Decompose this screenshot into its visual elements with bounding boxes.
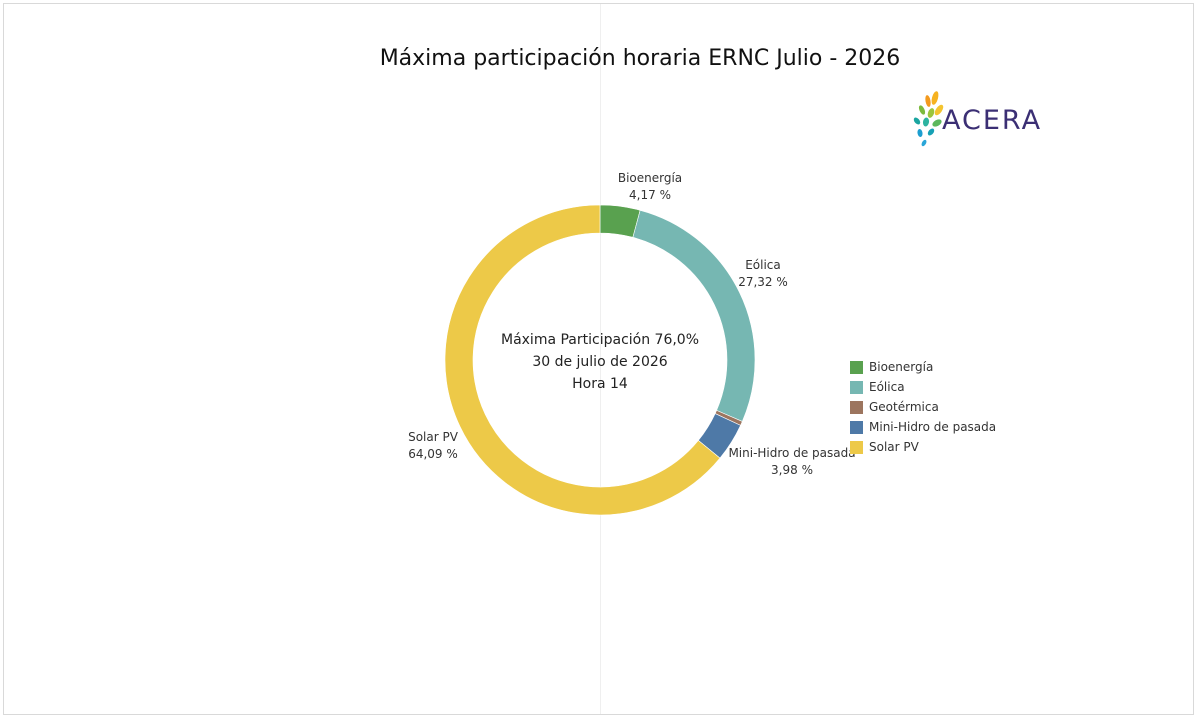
center-line-3: Hora 14 [572, 376, 628, 392]
legend-item-solar-pv[interactable]: Solar PV [850, 437, 996, 457]
slice-label-name: Solar PV [408, 430, 459, 444]
center-line-2: 30 de julio de 2026 [532, 354, 667, 370]
chart-title: Máxima participación horaria ERNC Julio … [379, 46, 901, 71]
slice-label-value: 27,32 % [738, 275, 788, 289]
legend-item-mini-hidro[interactable]: Mini-Hidro de pasada [850, 417, 996, 437]
legend-swatch [850, 380, 863, 394]
legend-swatch [850, 400, 863, 414]
slice-label-name: Mini-Hidro de pasada [728, 446, 855, 460]
chart-frame [3, 3, 1194, 715]
legend-label: Geotérmica [869, 400, 939, 414]
legend-label: Eólica [869, 380, 905, 394]
acera-logo: ACERA [909, 88, 1049, 150]
slice-label-name: Eólica [745, 258, 781, 272]
center-line-1: Máxima Participación 76,0% [501, 332, 699, 348]
logo-text: ACERA [942, 105, 1043, 136]
slice-label-value: 64,09 % [408, 447, 458, 461]
slice-label-name: Bioenergía [618, 171, 682, 185]
leaf-logo-icon [913, 91, 944, 147]
donut-slice-solar-pv[interactable] [444, 204, 721, 516]
donut-slice-e-lica[interactable] [632, 209, 756, 422]
legend-swatch [850, 420, 863, 434]
legend-swatch [850, 440, 863, 454]
slice-label-value: 4,17 % [629, 188, 671, 202]
legend: Bioenergía Eólica Geotérmica Mini-Hidro … [850, 357, 996, 457]
slice-label-value: 3,98 % [771, 463, 813, 477]
center-divider [600, 4, 601, 714]
legend-item-geotermica[interactable]: Geotérmica [850, 397, 996, 417]
legend-label: Mini-Hidro de pasada [869, 420, 997, 434]
legend-item-bioenergia[interactable]: Bioenergía [850, 357, 996, 377]
legend-swatch [850, 360, 863, 374]
legend-label: Solar PV [869, 440, 919, 454]
legend-item-eolica[interactable]: Eólica [850, 377, 996, 397]
legend-label: Bioenergía [869, 360, 934, 374]
